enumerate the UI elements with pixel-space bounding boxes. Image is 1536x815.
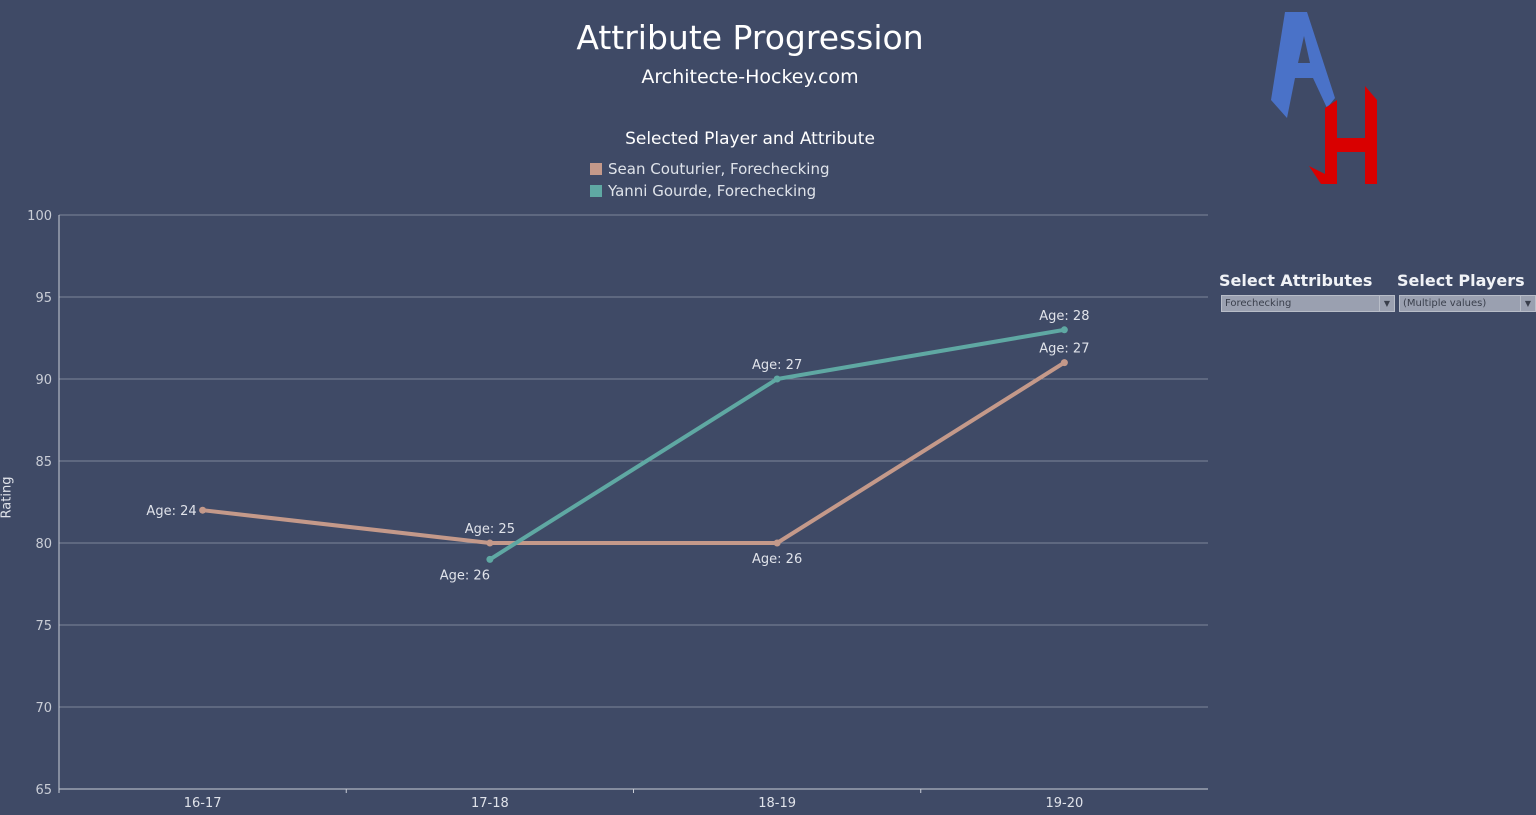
data-label: Age: 27 [752, 358, 802, 373]
x-tick-label: 16-17 [184, 796, 222, 811]
data-point [1060, 359, 1068, 367]
data-label: Age: 26 [752, 552, 802, 567]
data-point [199, 506, 207, 514]
y-tick-label: 100 [27, 209, 52, 224]
players-value: (Multiple values) [1403, 298, 1487, 309]
x-tick-label: 17-18 [471, 796, 509, 811]
x-tick-label: 18-19 [758, 796, 796, 811]
legend-item-couturier[interactable]: Sean Couturier, Forechecking [590, 158, 829, 180]
data-point [1060, 326, 1068, 334]
attributes-filter-label: Select Attributes [1219, 271, 1373, 290]
y-tick-label: 95 [35, 291, 52, 306]
y-tick-label: 85 [35, 455, 52, 470]
data-label: Age: 25 [465, 522, 515, 537]
chevron-down-icon[interactable]: ▼ [1379, 296, 1394, 311]
legend-swatch [590, 163, 602, 175]
attributes-dropdown[interactable]: Forechecking ▼ [1221, 295, 1395, 312]
data-label: Age: 26 [440, 568, 490, 583]
data-point [486, 539, 494, 547]
logo [1271, 12, 1377, 184]
y-tick-label: 75 [35, 619, 52, 634]
legend: Sean Couturier, Forechecking Yanni Gourd… [590, 158, 829, 202]
legend-swatch [590, 185, 602, 197]
players-dropdown[interactable]: (Multiple values) ▼ [1399, 295, 1536, 312]
y-tick-label: 90 [35, 373, 52, 388]
legend-label: Yanni Gourde, Forechecking [608, 182, 817, 200]
y-tick-label: 65 [35, 783, 52, 798]
data-point [773, 539, 781, 547]
y-tick-label: 70 [35, 701, 52, 716]
data-point [773, 375, 781, 383]
players-filter-label: Select Players [1397, 271, 1525, 290]
data-label: Age: 28 [1039, 309, 1089, 324]
series-line [202, 360, 1066, 545]
attributes-value: Forechecking [1225, 298, 1292, 309]
data-label: Age: 24 [146, 504, 196, 519]
page-subtitle: Architecte-Hockey.com [641, 66, 859, 88]
page-title: Attribute Progression [576, 18, 924, 57]
legend-title: Selected Player and Attribute [625, 129, 875, 149]
legend-item-gourde[interactable]: Yanni Gourde, Forechecking [590, 180, 829, 202]
data-point [486, 555, 494, 563]
data-label: Age: 27 [1039, 342, 1089, 357]
chevron-down-icon[interactable]: ▼ [1520, 296, 1535, 311]
x-tick-label: 19-20 [1045, 796, 1083, 811]
y-tick-label: 80 [35, 537, 52, 552]
legend-label: Sean Couturier, Forechecking [608, 160, 830, 178]
